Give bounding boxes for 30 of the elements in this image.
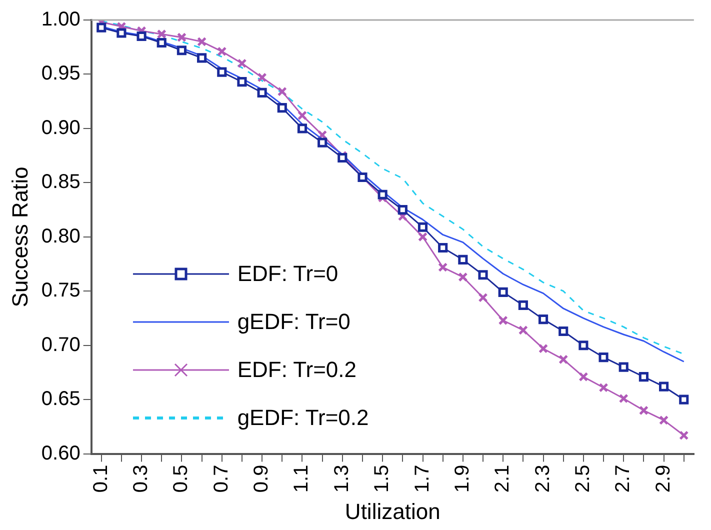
y-tick-label: 0.85 [41, 171, 80, 194]
y-tick-label: 0.95 [41, 62, 80, 85]
x-axis-title: Utilization [344, 498, 440, 524]
x-tick-label: 0.1 [90, 464, 112, 493]
y-tick-label: 0.80 [41, 225, 80, 248]
y-axis-title: Success Ratio [7, 166, 32, 308]
y-tick-label: 0.90 [41, 116, 80, 139]
legend-label: gEDF: Tr=0.2 [237, 404, 369, 431]
y-tick-label: 0.65 [41, 388, 80, 410]
x-tick-label: 0.7 [210, 464, 232, 493]
x-tick-label: 1.9 [451, 464, 474, 493]
x-tick-label: 0.5 [170, 464, 192, 493]
x-tick-label: 2.5 [572, 464, 594, 493]
y-tick-label: 0.75 [41, 280, 80, 302]
x-tick-label: 1.1 [290, 464, 313, 493]
x-tick-label: 1.3 [330, 464, 353, 493]
y-tick-label: 0.70 [41, 334, 80, 356]
y-tick-label: 1.00 [41, 8, 80, 31]
y-tick-label: 0.60 [41, 442, 80, 464]
x-tick-label: 2.7 [612, 464, 634, 493]
x-tick-label: 2.1 [492, 464, 514, 493]
x-tick-label: 1.5 [371, 464, 394, 493]
legend-label: EDF: Tr=0.2 [237, 356, 357, 383]
x-tick-label: 2.3 [532, 464, 554, 493]
x-tick-label: 0.3 [130, 464, 152, 493]
x-tick-label: 2.9 [652, 464, 674, 493]
x-tick-label: 0.9 [250, 464, 273, 493]
legend-label: EDF: Tr=0 [237, 260, 338, 287]
x-tick-label: 1.7 [411, 464, 434, 493]
legend-label: gEDF: Tr=0 [237, 308, 350, 335]
